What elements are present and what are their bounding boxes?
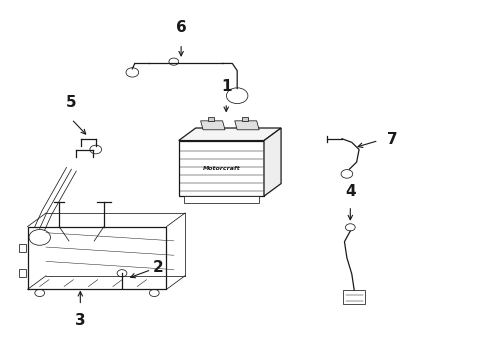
- Text: Motorcraft: Motorcraft: [202, 166, 240, 171]
- Bar: [207, 117, 213, 121]
- Text: 2: 2: [153, 260, 163, 275]
- Text: 7: 7: [386, 132, 397, 147]
- Polygon shape: [178, 128, 281, 140]
- Polygon shape: [234, 121, 259, 130]
- Text: 1: 1: [221, 79, 231, 94]
- Polygon shape: [200, 121, 224, 130]
- Bar: [343, 290, 365, 304]
- Bar: [178, 140, 264, 196]
- Bar: [242, 117, 247, 121]
- Text: 3: 3: [75, 313, 85, 328]
- Text: 4: 4: [345, 184, 355, 199]
- FancyBboxPatch shape: [19, 244, 26, 252]
- Text: 6: 6: [175, 20, 186, 35]
- FancyBboxPatch shape: [19, 269, 26, 277]
- Bar: [183, 196, 259, 203]
- Text: 5: 5: [66, 95, 77, 110]
- Polygon shape: [264, 128, 281, 196]
